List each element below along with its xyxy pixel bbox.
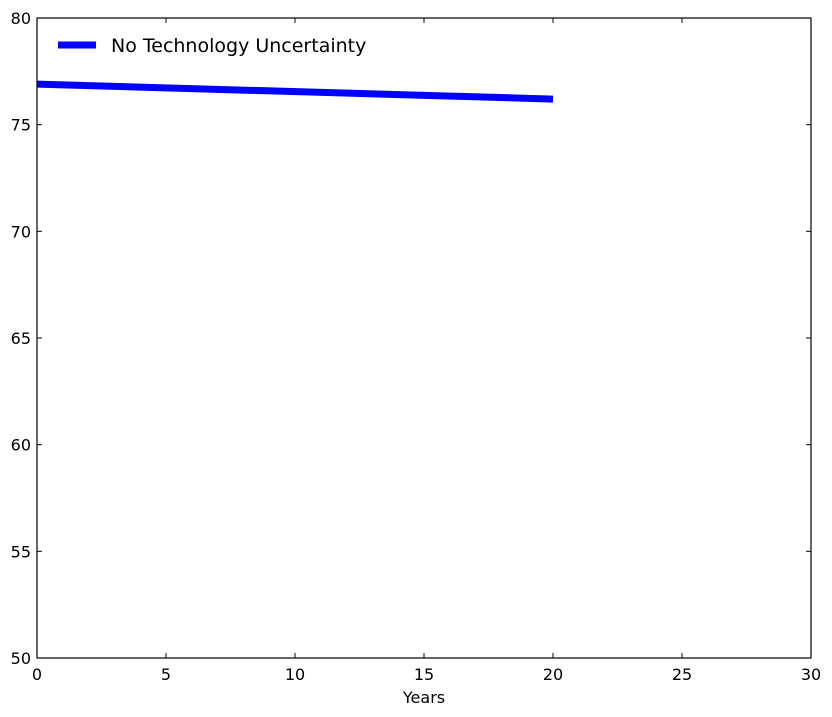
- y-tick-label: 50: [11, 649, 31, 668]
- x-tick-label: 5: [161, 665, 171, 684]
- x-tick-label: 10: [285, 665, 305, 684]
- y-tick-label: 80: [11, 9, 31, 28]
- x-axis-title: Years: [402, 688, 445, 707]
- x-tick-label: 15: [414, 665, 434, 684]
- y-tick-label: 60: [11, 436, 31, 455]
- x-tick-label: 30: [801, 665, 821, 684]
- y-tick-label: 70: [11, 222, 31, 241]
- y-tick-label: 65: [11, 329, 31, 348]
- x-tick-label: 25: [672, 665, 692, 684]
- legend-label: No Technology Uncertainty: [111, 35, 366, 57]
- y-tick-label: 55: [11, 542, 31, 561]
- x-tick-label: 20: [543, 665, 563, 684]
- y-tick-label: 75: [11, 116, 31, 135]
- x-tick-label: 0: [32, 665, 42, 684]
